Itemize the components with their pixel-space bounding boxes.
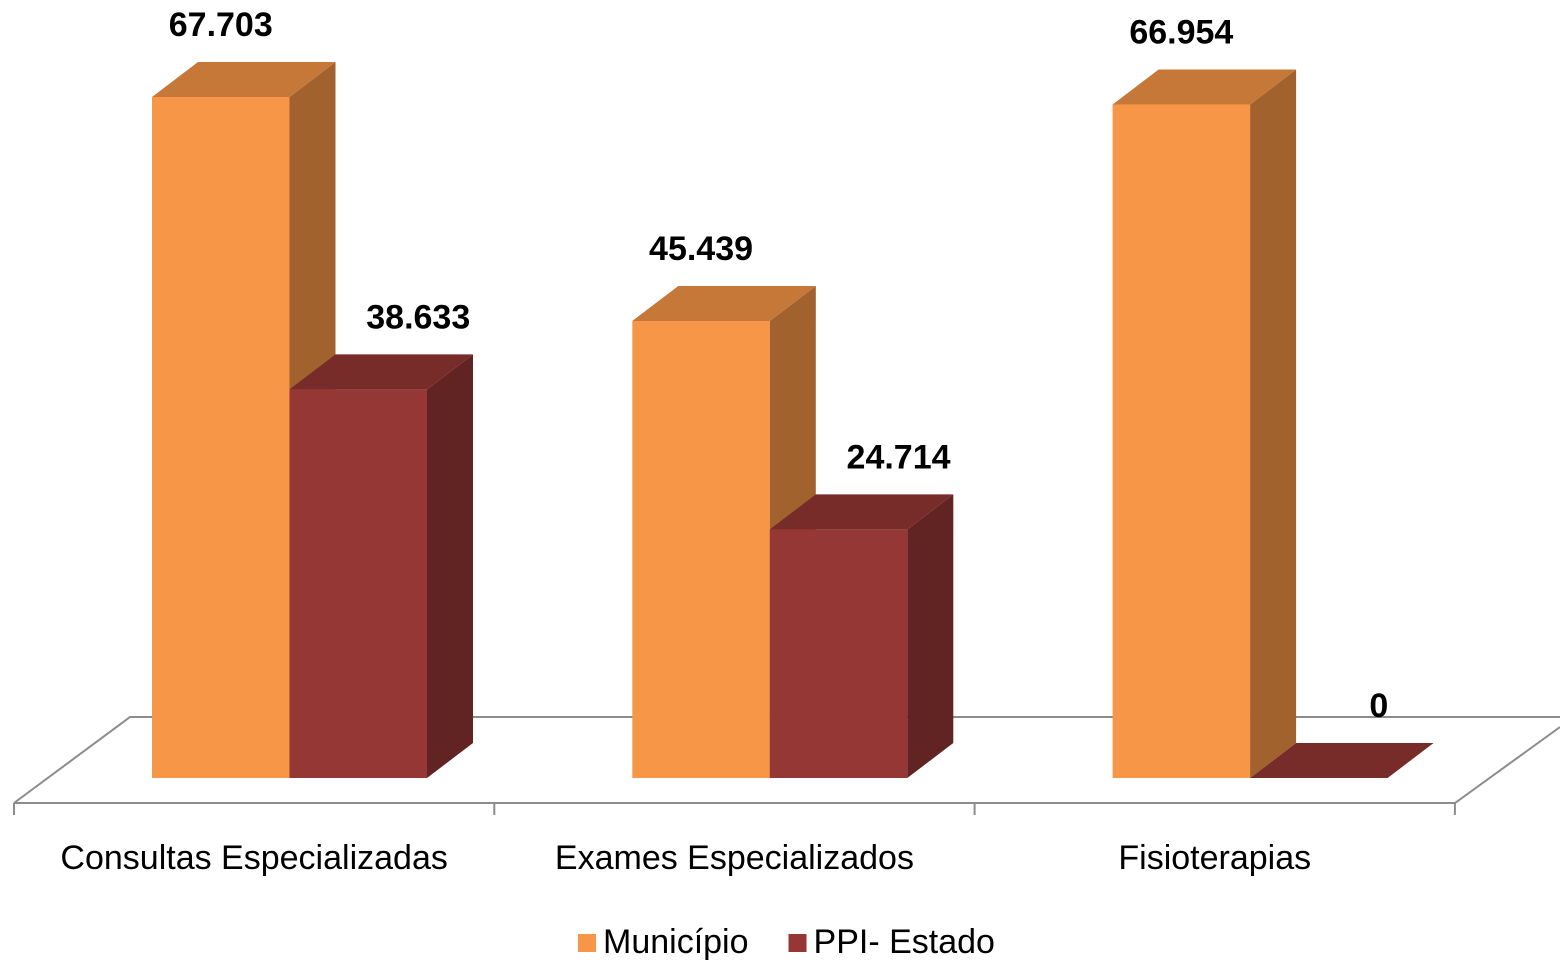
bar [289, 354, 473, 778]
bar-top [1112, 69, 1297, 105]
bar [1250, 743, 1434, 778]
bar-top [632, 285, 816, 321]
data-label: 24.714 [847, 438, 951, 476]
bar-front [1112, 104, 1251, 778]
legend-swatch [788, 934, 807, 952]
bar-top [289, 354, 473, 390]
x-tick-label: Exames Especializados [555, 839, 914, 877]
data-label: 45.439 [649, 230, 753, 268]
bar-front [289, 389, 427, 778]
legend-label: PPI- Estado [814, 923, 995, 961]
bar-side [427, 354, 473, 778]
bar-side [1250, 69, 1297, 778]
data-label: 38.633 [366, 298, 470, 336]
bar-front [152, 97, 290, 778]
bar-top [152, 62, 336, 97]
bar [1112, 69, 1297, 778]
x-tick-label: Consultas Especializadas [60, 839, 447, 877]
legend-label: Município [603, 923, 749, 961]
bar-top [1250, 743, 1434, 778]
floor-back [13, 716, 1560, 804]
bar-front [632, 320, 770, 778]
data-label: 0 [1369, 687, 1388, 725]
legend-swatch [578, 934, 596, 952]
bar-front [769, 529, 908, 778]
bar-top [769, 494, 954, 530]
data-label: 66.954 [1129, 14, 1233, 52]
legend: Município PPI- Estado [578, 923, 995, 961]
bar-side [907, 494, 954, 778]
data-label: 67.703 [169, 6, 273, 44]
bar [769, 494, 954, 778]
x-tick-label: Fisioterapias [1118, 839, 1311, 877]
